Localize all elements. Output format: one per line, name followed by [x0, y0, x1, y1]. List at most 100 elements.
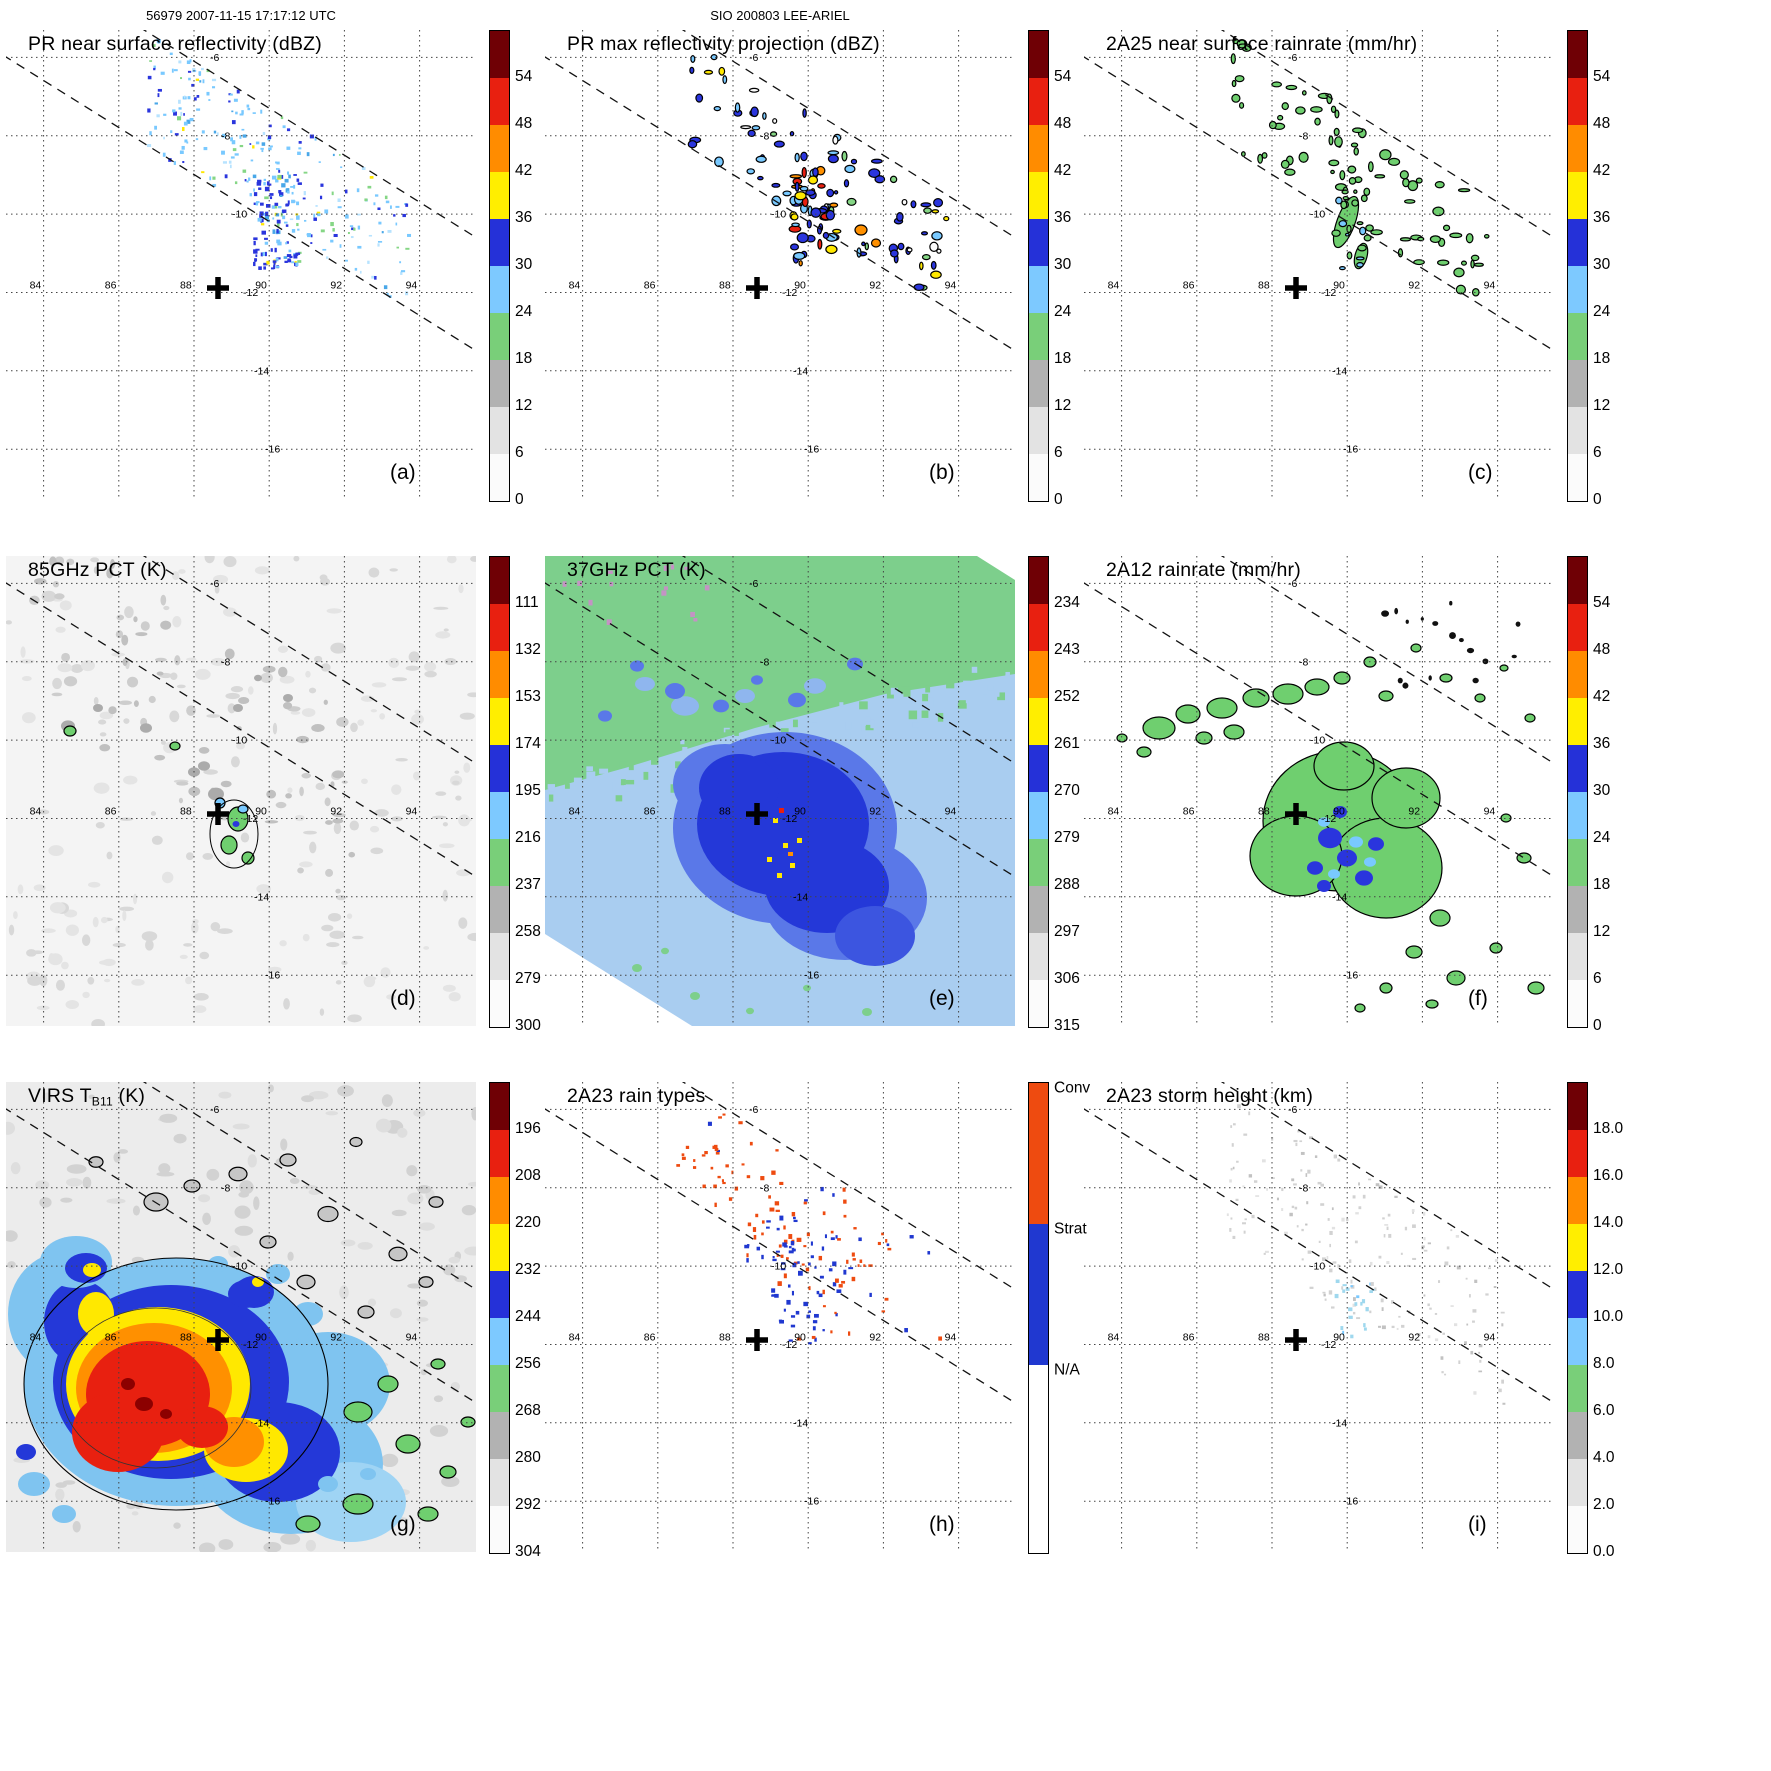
colorbar-label: Strat [1054, 1220, 1087, 1238]
svg-text:-8: -8 [760, 130, 769, 142]
grid-lines [545, 1082, 1015, 1552]
colorbar-segment [1568, 1459, 1587, 1506]
colorbar-segment [1029, 839, 1048, 886]
colorbar-label: 24 [515, 303, 533, 320]
svg-text:-8: -8 [760, 656, 769, 668]
colorbar-segment [1029, 980, 1048, 1027]
colorbar-segment [1568, 933, 1587, 980]
svg-text:-16: -16 [804, 970, 819, 982]
colorbar-label: 12.0 [1593, 1261, 1624, 1278]
swath-edge-dashed-lines [545, 556, 1015, 878]
colorbar-label: 292 [515, 1496, 541, 1513]
colorbar-label: 234 [1054, 594, 1080, 611]
colorbar-segment [1029, 886, 1048, 933]
colorbar-label: 12 [1593, 923, 1611, 940]
colorbar-label: 48 [1593, 641, 1611, 658]
svg-text:86: 86 [644, 806, 656, 818]
svg-text:-6: -6 [749, 52, 758, 64]
svg-text:-14: -14 [254, 891, 269, 903]
colorbar-segment [1568, 125, 1587, 172]
colorbar-label: 244 [515, 1308, 541, 1325]
colorbar-label: 2.0 [1593, 1496, 1615, 1513]
colorbar-label: 42 [1054, 162, 1072, 179]
colorbar-segment [490, 313, 509, 360]
svg-text:-14: -14 [793, 1417, 808, 1429]
panel-g: 84 86 88 90 92 94 -6 -8 -10 -12 -14 -16 VIRS TB11 (… [6, 1082, 562, 1560]
colorbar-segment [490, 933, 509, 980]
colorbar-label: 196 [515, 1120, 541, 1137]
colorbar-label: 0 [1593, 491, 1602, 508]
panel-title: 2A25 near surface rainrate (mm/hr) [1106, 33, 1418, 55]
colorbar: 300 279 258 237 216 195 174 153 132 111 [489, 556, 562, 1034]
svg-text:-12: -12 [243, 813, 258, 825]
colorbar-label: 279 [1054, 829, 1080, 846]
colorbar-segment [1568, 651, 1587, 698]
colorbar-segment [1568, 219, 1587, 266]
colorbar-segment [490, 1506, 509, 1553]
grid-labels: 84 86 88 90 92 94 -6 -8 -10 -12 -14 -16 [569, 1104, 957, 1508]
map-panel-e: 84 86 88 90 92 94 -6 -8 -10 -12 -14 -16 [545, 556, 1015, 1026]
colorbar-label: 36 [1054, 209, 1072, 226]
storm-center-marker [207, 277, 229, 299]
colorbar-segment [1029, 266, 1048, 313]
colorbar-label: N/A [1054, 1361, 1080, 1379]
colorbar-segment [1029, 933, 1048, 980]
svg-text:94: 94 [1484, 280, 1496, 292]
colorbar-segment [490, 1177, 509, 1224]
panel-e: 84 86 88 90 92 94 -6 -8 -10 -12 -14 -16 37GHz PCT (… [545, 556, 1101, 1034]
colorbar-segment [1568, 1130, 1587, 1177]
svg-text:-10: -10 [1310, 735, 1325, 747]
svg-text:-10: -10 [232, 735, 247, 747]
panel-letter: (g) [390, 1513, 416, 1536]
colorbar-label: 12 [515, 397, 533, 414]
colorbar-label: 54 [1593, 68, 1611, 85]
colorbar-segment [490, 78, 509, 125]
svg-text:-10: -10 [771, 1261, 786, 1273]
panel-i: 84 86 88 90 92 94 -6 -8 -10 -12 -14 -16 2A23 storm … [1084, 1082, 1640, 1560]
svg-text:88: 88 [180, 280, 192, 292]
colorbar-label: 297 [1054, 923, 1080, 940]
svg-text:-8: -8 [221, 656, 230, 668]
colorbar-segment [1029, 407, 1048, 454]
svg-text:92: 92 [1408, 1332, 1420, 1344]
colorbar-segment [490, 31, 509, 78]
panel-title: 2A23 storm height (km) [1106, 1085, 1314, 1107]
svg-text:90: 90 [255, 280, 267, 292]
colorbar-segment [1568, 792, 1587, 839]
panel-title: 2A12 rainrate (mm/hr) [1106, 559, 1301, 581]
colorbar-label: 18 [1593, 876, 1611, 893]
panel-d: 84 86 88 90 92 94 -6 -8 -10 -12 -14 -16 85GHz PCT (… [6, 556, 562, 1034]
colorbar-segment [490, 360, 509, 407]
svg-text:-10: -10 [771, 209, 786, 221]
storm-center-marker [746, 277, 768, 299]
colorbar: Conv Strat N/A [1028, 1079, 1101, 1554]
storm-center-marker [207, 803, 229, 825]
colorbar-segment [490, 745, 509, 792]
colorbar: 0 6 12 18 24 30 36 42 48 54 [1567, 30, 1640, 508]
svg-text:-10: -10 [1310, 209, 1325, 221]
svg-text:-14: -14 [1332, 365, 1347, 377]
colorbar-bar [1567, 30, 1588, 502]
swath-edge-dashed-lines [545, 30, 1015, 352]
svg-text:88: 88 [1258, 806, 1270, 818]
colorbar-label: 304 [515, 1543, 541, 1560]
colorbar-label: 268 [515, 1402, 541, 1419]
svg-text:-6: -6 [1288, 52, 1297, 64]
colorbar-label: Conv [1054, 1079, 1091, 1097]
colorbar-bar [1028, 30, 1049, 502]
colorbar-label: 16.0 [1593, 1167, 1624, 1184]
panel-c: 84 86 88 90 92 94 -6 -8 -10 -12 -14 -16 2A25 near s… [1084, 30, 1640, 508]
colorbar-segment [1029, 604, 1048, 651]
grid-lines [545, 556, 1015, 1026]
storm-height-cells [1226, 1098, 1506, 1405]
colorbar-segment [1029, 1365, 1048, 1553]
svg-text:92: 92 [869, 1332, 881, 1344]
storm-center-marker [1285, 803, 1307, 825]
svg-text:-14: -14 [1332, 1417, 1347, 1429]
svg-text:-6: -6 [749, 578, 758, 590]
colorbar-segment [1568, 1365, 1587, 1412]
colorbar-label: 0 [1054, 491, 1063, 508]
svg-text:86: 86 [644, 1332, 656, 1344]
map-panel-c: 84 86 88 90 92 94 -6 -8 -10 -12 -14 -16 [1084, 30, 1554, 500]
svg-text:-14: -14 [793, 365, 808, 377]
